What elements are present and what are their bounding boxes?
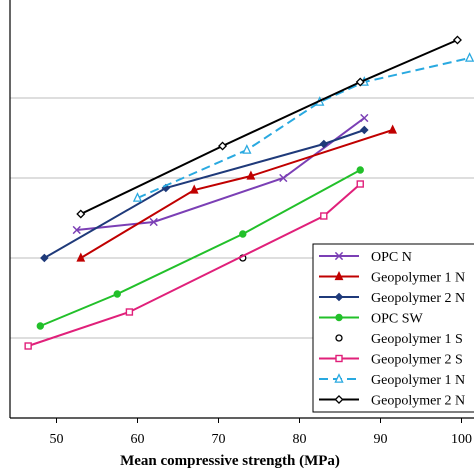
point-marker: [320, 212, 328, 220]
series-line: [80, 129, 393, 259]
x-tick-label: 90: [374, 432, 388, 447]
legend-label: OPC N: [371, 250, 412, 265]
point-marker: [242, 144, 252, 154]
legend-item: Geopolymer 2 N: [319, 291, 465, 306]
point-marker: [360, 113, 369, 123]
point-marker: [76, 209, 86, 219]
legend-label: Geopolymer 1 N: [371, 271, 465, 286]
x-tick-labels: 50 60 70 80 90 100: [50, 418, 472, 447]
point-marker: [334, 251, 344, 261]
point-marker: [319, 139, 329, 149]
legend-label: Geopolymer 2 N: [371, 394, 465, 409]
series-layer: [24, 35, 474, 350]
point-marker: [218, 141, 228, 151]
point-marker: [76, 252, 86, 262]
x-tick-label: 80: [293, 432, 307, 447]
series-line: [27, 183, 361, 347]
series-line: [80, 39, 458, 215]
legend-item: Geopolymer 1 N: [319, 271, 465, 286]
legend-item: OPC SW: [319, 312, 424, 327]
point-marker: [464, 52, 474, 62]
point-marker: [452, 35, 462, 45]
point-marker: [72, 225, 81, 235]
series-line: [137, 57, 470, 199]
series-line: [43, 129, 365, 259]
series: [36, 166, 364, 330]
series: [24, 180, 364, 350]
legend-item: Geopolymer 2 N: [319, 394, 465, 409]
axes: [9, 0, 474, 419]
legend-box: [312, 243, 474, 413]
point-marker: [189, 184, 199, 194]
point-marker: [355, 77, 365, 87]
point-marker: [356, 180, 364, 188]
point-marker: [359, 125, 369, 135]
legend: OPC N Geopolymer 1 N Geopolymer 2 N OPC SW G…: [312, 243, 474, 413]
x-tick-label: 50: [50, 432, 64, 447]
legend-item: Geopolymer 1 S: [335, 332, 463, 347]
x-tick-label: 100: [451, 432, 472, 447]
legend-item: Geopolymer 1 N: [319, 373, 465, 388]
point-marker: [113, 290, 121, 298]
point-marker: [132, 192, 143, 202]
point-marker: [335, 313, 343, 322]
point-marker: [239, 230, 247, 238]
point-marker: [334, 373, 344, 383]
point-marker: [334, 270, 344, 281]
legend-label: Geopolymer 2 S: [371, 353, 463, 368]
x-axis-title: Mean compressive strength (MPa): [120, 453, 340, 469]
legend-item: Geopolymer 2 S: [319, 353, 463, 368]
series: [76, 124, 398, 262]
legend-label: Geopolymer 2 N: [371, 291, 465, 306]
series: [132, 52, 474, 202]
point-marker: [388, 124, 398, 134]
point-marker: [246, 170, 256, 180]
x-tick-label: 70: [212, 432, 226, 447]
point-marker: [356, 166, 364, 174]
legend-label: OPC SW: [371, 312, 424, 327]
point-marker: [335, 334, 343, 342]
point-marker: [279, 173, 288, 183]
legend-label: Geopolymer 1 N: [371, 373, 465, 388]
series: [76, 35, 462, 219]
point-marker: [36, 322, 44, 330]
legend-label: Geopolymer 1 S: [371, 332, 463, 347]
legend-item: OPC N: [319, 250, 412, 265]
point-marker: [335, 354, 343, 363]
series-line: [39, 169, 361, 327]
point-marker: [149, 217, 158, 227]
point-marker: [334, 292, 344, 302]
point-marker: [334, 394, 344, 405]
series: [40, 125, 369, 263]
point-marker: [40, 253, 49, 263]
point-marker: [24, 342, 32, 350]
point-marker: [125, 308, 134, 316]
x-tick-label: 60: [131, 432, 145, 447]
